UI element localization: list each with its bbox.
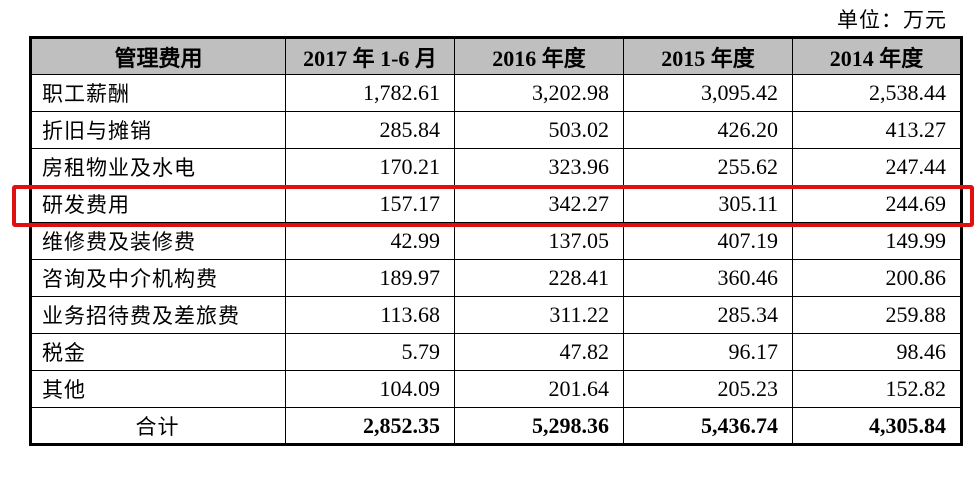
cell-value: 201.64 bbox=[454, 370, 624, 408]
cell-value: 5.79 bbox=[285, 333, 455, 371]
cell-value: 323.96 bbox=[454, 148, 624, 186]
header-2014: 2014 年度 bbox=[792, 37, 962, 75]
header-2015: 2015 年度 bbox=[623, 37, 793, 75]
cell-value: 255.62 bbox=[623, 148, 793, 186]
management-expense-table: 管理费用 2017 年 1-6 月 2016 年度 2015 年度 2014 年… bbox=[29, 36, 963, 446]
total-value: 2,852.35 bbox=[285, 407, 455, 445]
cell-value: 342.27 bbox=[454, 185, 624, 223]
row-label: 维修费及装修费 bbox=[30, 222, 286, 260]
table-row: 房租物业及水电 170.21 323.96 255.62 247.44 bbox=[30, 148, 962, 186]
table-row: 咨询及中介机构费 189.97 228.41 360.46 200.86 bbox=[30, 259, 962, 297]
cell-value: 3,095.42 bbox=[623, 74, 793, 112]
cell-value: 96.17 bbox=[623, 333, 793, 371]
cell-value: 205.23 bbox=[623, 370, 793, 408]
cell-value: 42.99 bbox=[285, 222, 455, 260]
cell-value: 1,782.61 bbox=[285, 74, 455, 112]
row-label: 业务招待费及差旅费 bbox=[30, 296, 286, 334]
cell-value: 285.34 bbox=[623, 296, 793, 334]
total-row: 合计 2,852.35 5,298.36 5,436.74 4,305.84 bbox=[30, 407, 962, 445]
table-row: 业务招待费及差旅费 113.68 311.22 285.34 259.88 bbox=[30, 296, 962, 334]
cell-value: 360.46 bbox=[623, 259, 793, 297]
row-label: 折旧与摊销 bbox=[30, 111, 286, 149]
cell-value: 285.84 bbox=[285, 111, 455, 149]
cell-value: 3,202.98 bbox=[454, 74, 624, 112]
row-label: 咨询及中介机构费 bbox=[30, 259, 286, 297]
unit-label: 单位：万元 bbox=[837, 8, 947, 32]
table-row: 折旧与摊销 285.84 503.02 426.20 413.27 bbox=[30, 111, 962, 149]
cell-value: 259.88 bbox=[792, 296, 962, 334]
row-label: 税金 bbox=[30, 333, 286, 371]
cell-value: 311.22 bbox=[454, 296, 624, 334]
cell-value: 413.27 bbox=[792, 111, 962, 149]
cell-value: 426.20 bbox=[623, 111, 793, 149]
cell-value: 152.82 bbox=[792, 370, 962, 408]
row-label: 房租物业及水电 bbox=[30, 148, 286, 186]
row-label: 研发费用 bbox=[30, 185, 286, 223]
cell-value: 2,538.44 bbox=[792, 74, 962, 112]
cell-value: 113.68 bbox=[285, 296, 455, 334]
cell-value: 47.82 bbox=[454, 333, 624, 371]
header-2017h1: 2017 年 1-6 月 bbox=[285, 37, 455, 75]
row-label: 其他 bbox=[30, 370, 286, 408]
cell-value: 244.69 bbox=[792, 185, 962, 223]
cell-value: 157.17 bbox=[285, 185, 455, 223]
table-header-row: 管理费用 2017 年 1-6 月 2016 年度 2015 年度 2014 年… bbox=[30, 37, 962, 75]
cell-value: 200.86 bbox=[792, 259, 962, 297]
table-row: 职工薪酬 1,782.61 3,202.98 3,095.42 2,538.44 bbox=[30, 74, 962, 112]
cell-value: 137.05 bbox=[454, 222, 624, 260]
cell-value: 149.99 bbox=[792, 222, 962, 260]
cell-value: 247.44 bbox=[792, 148, 962, 186]
cell-value: 104.09 bbox=[285, 370, 455, 408]
total-value: 5,298.36 bbox=[454, 407, 624, 445]
table-row-highlighted: 研发费用 157.17 342.27 305.11 244.69 bbox=[30, 185, 962, 223]
header-2016: 2016 年度 bbox=[454, 37, 624, 75]
cell-value: 228.41 bbox=[454, 259, 624, 297]
table-row: 维修费及装修费 42.99 137.05 407.19 149.99 bbox=[30, 222, 962, 260]
table-row: 其他 104.09 201.64 205.23 152.82 bbox=[30, 370, 962, 408]
cell-value: 98.46 bbox=[792, 333, 962, 371]
table-row: 税金 5.79 47.82 96.17 98.46 bbox=[30, 333, 962, 371]
total-value: 4,305.84 bbox=[792, 407, 962, 445]
cell-value: 170.21 bbox=[285, 148, 455, 186]
header-category: 管理费用 bbox=[30, 37, 286, 75]
cell-value: 503.02 bbox=[454, 111, 624, 149]
total-label: 合计 bbox=[30, 407, 286, 445]
cell-value: 189.97 bbox=[285, 259, 455, 297]
row-label: 职工薪酬 bbox=[30, 74, 286, 112]
cell-value: 407.19 bbox=[623, 222, 793, 260]
total-value: 5,436.74 bbox=[623, 407, 793, 445]
cell-value: 305.11 bbox=[623, 185, 793, 223]
